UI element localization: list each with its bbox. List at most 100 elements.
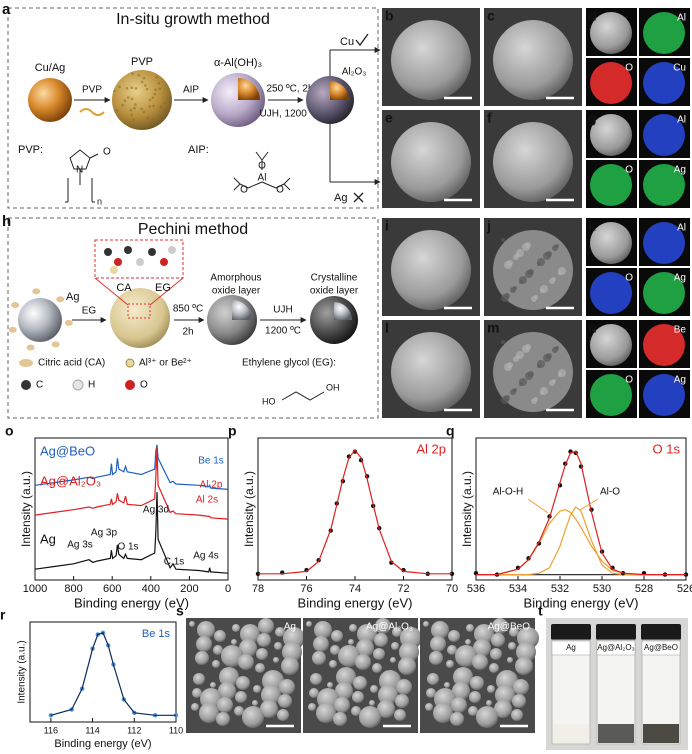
label: Amorphous [210, 273, 261, 284]
texture [504, 293, 510, 299]
particle [374, 633, 388, 647]
particle [375, 618, 391, 634]
label: Citric acid (CA) [38, 358, 105, 369]
particle [474, 624, 494, 644]
annotation: Al 2s [196, 495, 218, 506]
particle [256, 648, 268, 660]
particle [378, 685, 398, 705]
x-tick-label: 528 [635, 583, 653, 595]
texture [151, 96, 155, 99]
label: oxide layer [212, 286, 261, 297]
texture [507, 362, 513, 368]
particle [476, 706, 498, 728]
element-map [590, 222, 632, 264]
cutaway [334, 302, 352, 320]
leader [527, 498, 549, 514]
particle [399, 642, 419, 662]
particle [281, 657, 299, 675]
particle [425, 703, 433, 711]
particle [274, 642, 282, 650]
particle [218, 682, 236, 700]
texture [134, 103, 137, 106]
particle [275, 627, 285, 637]
texture [525, 242, 531, 248]
particle [316, 703, 336, 723]
label: Ethylene glycol (EG): [242, 358, 336, 369]
atom [114, 258, 122, 266]
structure [281, 391, 325, 401]
y-axis-title: Intensity (a.u.) [19, 471, 33, 547]
particle [466, 624, 474, 632]
image-label: Ag [284, 622, 296, 633]
texture [546, 251, 552, 257]
check-mark [355, 33, 369, 47]
particle [313, 636, 329, 652]
texture [537, 360, 545, 368]
particle [355, 654, 371, 670]
particle [312, 651, 326, 665]
ca-molecule [56, 296, 65, 303]
texture [501, 340, 505, 344]
particle [214, 630, 226, 642]
data-line [476, 506, 686, 576]
particle [493, 20, 573, 100]
particle [486, 700, 492, 706]
particle [452, 682, 470, 700]
powder [598, 724, 634, 743]
particle [235, 691, 247, 703]
particle [444, 682, 450, 688]
particle [357, 624, 377, 644]
x-tick-label: 800 [64, 583, 82, 595]
texture [513, 388, 517, 392]
particle [348, 639, 354, 645]
x-tick-label: 536 [467, 583, 485, 595]
particle [349, 624, 357, 632]
particle [238, 654, 254, 670]
label: AIP: [188, 144, 209, 156]
vial-cap [596, 624, 636, 640]
texture [131, 72, 134, 75]
label: OH [326, 382, 340, 392]
particle [433, 703, 453, 723]
panel-label: b [385, 8, 394, 24]
x-tick-label: 526 [677, 583, 692, 595]
atom [110, 266, 118, 274]
y-axis-title: Intensity (a.u.) [460, 471, 474, 547]
texture [125, 87, 129, 90]
particle [356, 639, 374, 657]
element-map [590, 324, 632, 366]
particle [351, 706, 361, 716]
label: n [97, 196, 102, 206]
texture [113, 89, 116, 93]
image-label: Ag@Al₂O₃ [366, 622, 413, 633]
particle [390, 657, 396, 663]
annotation: Al-O [600, 487, 620, 498]
panel-label: s [176, 603, 184, 619]
particle [252, 700, 258, 706]
particle [451, 697, 467, 713]
vial-label [596, 640, 636, 656]
structure [65, 149, 99, 203]
particle [469, 691, 481, 703]
annotation: Al 2p [200, 480, 223, 491]
texture [155, 76, 158, 79]
powder [643, 724, 679, 743]
texture [151, 117, 155, 121]
particle [489, 663, 499, 673]
chart-title: O 1s [653, 441, 681, 456]
particle [353, 676, 367, 690]
data-line [34, 444, 229, 490]
particle [212, 660, 220, 668]
data-line [34, 492, 229, 574]
annotation: Al-O-H [493, 487, 524, 498]
particle [210, 682, 216, 688]
particle [373, 648, 385, 660]
texture [152, 104, 155, 108]
particle [279, 679, 295, 695]
data-line [476, 509, 686, 576]
atom [136, 258, 144, 266]
texture [133, 125, 137, 129]
texture [516, 249, 524, 257]
particle [468, 706, 478, 716]
